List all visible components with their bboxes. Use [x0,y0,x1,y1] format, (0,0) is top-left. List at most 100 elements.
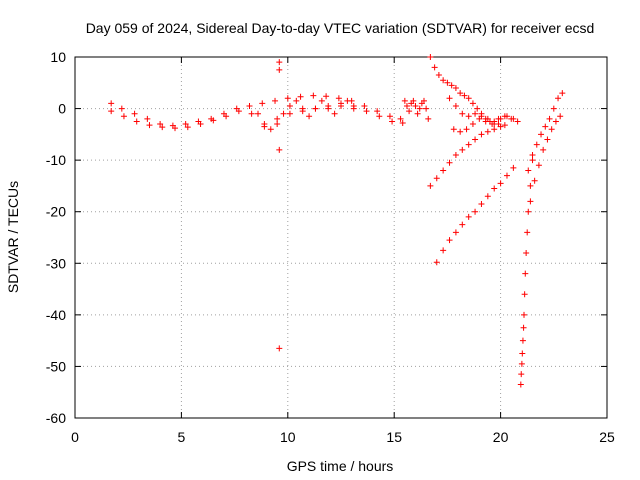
data-point [108,100,115,107]
data-point [465,213,472,220]
series-band_a [108,92,404,129]
x-axis-label: GPS time / hours [287,458,394,474]
x-tick-label: 10 [280,429,296,445]
data-point [474,105,481,112]
data-point [350,105,357,112]
data-point [172,125,179,132]
data-point [527,198,534,205]
data-point [433,259,440,266]
y-tick-label: -40 [46,307,66,323]
data-point [272,97,279,104]
data-point [469,100,476,107]
y-tick-label: 0 [58,101,66,117]
y-tick-label: -20 [46,204,66,220]
data-point [546,115,553,122]
data-point [420,97,427,104]
data-point [401,97,408,104]
y-axis-label: SDTVAR / TECUs [5,181,21,293]
data-point [433,175,440,182]
data-point [484,193,491,200]
plot-frame [74,56,608,419]
data-point [459,110,466,117]
data-point [416,105,423,112]
data-point [529,157,536,164]
series-horiz_cluster [450,113,521,135]
data-point [472,110,479,117]
data-point [446,237,453,244]
data-point [427,182,434,189]
data-point [478,131,485,138]
y-tick-label: -60 [46,410,66,426]
data-point [559,90,566,97]
data-point [525,167,532,174]
series-band_b [108,100,406,132]
data-point [159,124,166,131]
chart-title: Day 059 of 2024, Sidereal Day-to-day VTE… [86,20,595,36]
data-point [491,185,498,192]
data-point [299,105,306,112]
data-point [431,64,438,71]
data-point [120,113,127,120]
data-point [274,121,281,128]
data-point [344,97,351,104]
data-point [533,141,540,148]
data-point [510,164,517,171]
data-point [389,118,396,125]
data-point [323,93,330,100]
data-point [517,381,524,388]
data-point [276,66,283,73]
data-point [476,115,483,122]
data-point [459,146,466,153]
data-point [472,136,479,143]
data-point [376,113,383,120]
data-point [210,117,217,124]
data-point [435,72,442,79]
data-point [261,121,268,128]
data-point [310,92,317,99]
data-point [542,123,549,130]
data-point [520,324,527,331]
data-point [519,350,526,357]
data-point [555,95,562,102]
series-desc_2 [446,95,517,125]
data-point [452,151,459,158]
data-points [108,54,566,388]
data-point [425,115,432,122]
data-point [197,121,204,128]
data-point [508,115,515,122]
data-point [440,167,447,174]
data-point [465,113,472,120]
data-point [184,124,191,131]
data-point [461,92,468,99]
data-point [440,77,447,84]
data-point [527,182,534,189]
data-point [497,123,504,130]
data-point [491,126,498,133]
data-point [182,121,189,128]
data-point [544,136,551,143]
data-point [440,247,447,254]
data-point [518,371,525,378]
data-point [484,128,491,135]
data-point [463,126,470,133]
data-point [144,115,151,122]
y-tick-label: 10 [50,49,66,65]
data-point [450,126,457,133]
data-point [423,105,430,112]
series-line_c [427,122,508,189]
data-point [246,102,253,109]
data-point [489,121,496,128]
grid-lines [75,57,607,418]
data-point [550,105,557,112]
y-tick-label: -50 [46,358,66,374]
data-point [397,115,404,122]
data-point [552,118,559,125]
data-point [524,229,531,236]
data-point [235,108,242,115]
data-point [535,162,542,169]
data-point [521,311,528,318]
data-point [118,105,125,112]
data-point [146,122,153,129]
data-point [412,102,419,109]
